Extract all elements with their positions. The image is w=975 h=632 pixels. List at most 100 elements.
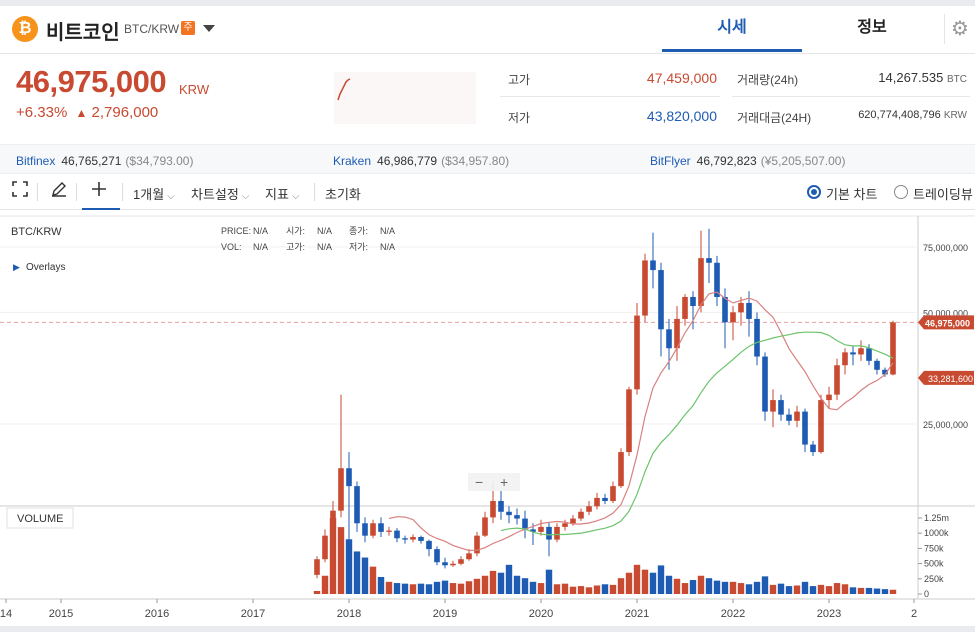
- volume-bar: [753, 581, 761, 594]
- legend-high-label: 고가:: [286, 242, 305, 252]
- exchange-foreign-price: (¥5,205,507.00): [760, 154, 846, 168]
- candle-body: [394, 530, 400, 539]
- candle-body: [738, 302, 744, 313]
- toolbar-separator: [76, 183, 77, 201]
- volume-number: 14,267.535: [878, 70, 944, 85]
- candle-body: [746, 302, 752, 319]
- candle-body: [482, 517, 488, 536]
- candle-body: [810, 444, 816, 453]
- warning-badge: 주: [181, 21, 195, 35]
- candle-body: [874, 360, 880, 370]
- zoom-out-button[interactable]: −: [475, 474, 483, 490]
- overlays-toggle[interactable]: Overlays: [26, 262, 65, 273]
- low-label: 저가: [508, 111, 531, 125]
- candle-body: [642, 260, 648, 316]
- amount-label: 거래대금(24H): [737, 111, 812, 125]
- pencil-icon[interactable]: [47, 180, 71, 204]
- candle-body: [890, 322, 896, 375]
- volume-tick-label: 250k: [924, 574, 944, 584]
- volume-bar: [609, 584, 617, 594]
- moving-average-short-line: [388, 291, 894, 552]
- period-dropdown[interactable]: 1개월 ⌵: [133, 184, 175, 203]
- time-tick-label: 2020: [529, 608, 553, 620]
- tradingview-radio[interactable]: [894, 185, 908, 199]
- price-tick-label: 75,000,000: [923, 243, 968, 253]
- chart-settings-dropdown[interactable]: 차트설정 ⌵: [191, 184, 249, 203]
- volume-bar: [865, 587, 873, 594]
- coin-name[interactable]: 비트코인: [46, 22, 120, 44]
- volume-bar: [369, 566, 377, 594]
- axes: 75,000,000 50,000,000 25,000,000 1.25m 1000k…: [0, 243, 974, 620]
- exchange-kraken[interactable]: Kraken 46,986,779 ($34,957.80): [333, 154, 509, 168]
- coin-pair: BTC/KRW: [124, 22, 180, 36]
- volume-bar: [777, 583, 785, 594]
- active-tool-indicator: [82, 208, 120, 210]
- coin-header: ₿ 비트코인 BTC/KRW 주 시세 정보 ⚙: [0, 6, 975, 54]
- volume-bar: [385, 581, 393, 594]
- candle-body: [842, 352, 848, 366]
- high-value: 47,459,000: [646, 70, 717, 86]
- candle-body: [850, 352, 856, 355]
- volume-bar: [729, 581, 737, 594]
- volume-bar: [353, 551, 361, 594]
- exchange-bitfinex[interactable]: Bitfinex 46,765,271 ($34,793.00): [16, 154, 193, 168]
- tab-quote[interactable]: 시세: [662, 6, 802, 52]
- high-label: 고가: [508, 73, 531, 87]
- price-tick-label: 25,000,000: [923, 420, 968, 430]
- volume-tick-label: 750k: [924, 543, 944, 553]
- candle-body: [522, 518, 528, 530]
- coin-dropdown-icon[interactable]: [203, 25, 215, 32]
- current-price: 46,975,000: [16, 64, 167, 99]
- volume-unit: BTC: [947, 74, 967, 85]
- candle-body: [882, 369, 888, 375]
- amount-value: 620,774,408,796 KRW: [820, 109, 967, 121]
- overlays-toggle-icon[interactable]: ▶: [13, 262, 20, 272]
- divider: [500, 96, 720, 97]
- volume-bar: [593, 585, 601, 594]
- app-window: ₿ 비트코인 BTC/KRW 주 시세 정보 ⚙ 46,975,000 KRW …: [0, 6, 975, 626]
- amount-number: 620,774,408,796: [858, 109, 941, 121]
- candle-body: [562, 523, 568, 527]
- volume-bar: [361, 557, 369, 594]
- price-chart[interactable]: 75,000,000 50,000,000 25,000,000 1.25m 1000k…: [0, 210, 975, 626]
- candle-body: [442, 562, 448, 566]
- amount-unit: KRW: [943, 110, 967, 121]
- exchange-bitflyer[interactable]: BitFlyer 46,792,823 (¥5,205,507.00): [650, 154, 845, 168]
- basic-chart-radio[interactable]: [807, 185, 821, 199]
- volume-bar: [817, 584, 825, 594]
- candle-body: [818, 400, 824, 453]
- fullscreen-icon[interactable]: [8, 180, 32, 204]
- candle-body: [834, 365, 840, 395]
- exchange-price: 46,765,271: [61, 154, 122, 168]
- volume-bar: [393, 583, 401, 594]
- chart-symbol: BTC/KRW: [11, 226, 62, 238]
- crosshair-icon[interactable]: [87, 180, 111, 204]
- candle-body: [370, 523, 376, 536]
- volume-bar: [705, 578, 713, 594]
- candle-body: [434, 549, 440, 563]
- time-tick-label: 2015: [49, 608, 73, 620]
- candle-body: [354, 486, 360, 524]
- exchange-price: 46,986,779: [377, 154, 438, 168]
- tradingview-label[interactable]: 트레이딩뷰: [913, 187, 973, 202]
- indicators-dropdown[interactable]: 지표 ⌵: [265, 184, 300, 203]
- candle-body: [458, 559, 464, 564]
- mini-price-chart: [334, 72, 476, 124]
- price-unit: KRW: [179, 82, 210, 97]
- zoom-in-button[interactable]: +: [500, 474, 508, 490]
- current-price-tag: [918, 315, 974, 330]
- tab-info[interactable]: 정보: [857, 19, 887, 36]
- volume-bar: [697, 575, 705, 594]
- legend-open-value: N/A: [317, 226, 332, 236]
- legend-low-value: N/A: [380, 242, 395, 252]
- volume-bar: [657, 565, 665, 594]
- ma-value-tag: [918, 370, 974, 385]
- gear-icon[interactable]: ⚙: [944, 14, 975, 44]
- price-change: +6.33% ▲ 2,796,000: [16, 104, 158, 121]
- volume-bar: [849, 587, 857, 594]
- chevron-down-icon: ⌵: [167, 191, 175, 202]
- legend-vol-label: VOL:: [221, 242, 242, 252]
- basic-chart-label[interactable]: 기본 차트: [826, 187, 878, 202]
- reset-button[interactable]: 초기화: [325, 187, 361, 202]
- volume-bar: [825, 586, 833, 594]
